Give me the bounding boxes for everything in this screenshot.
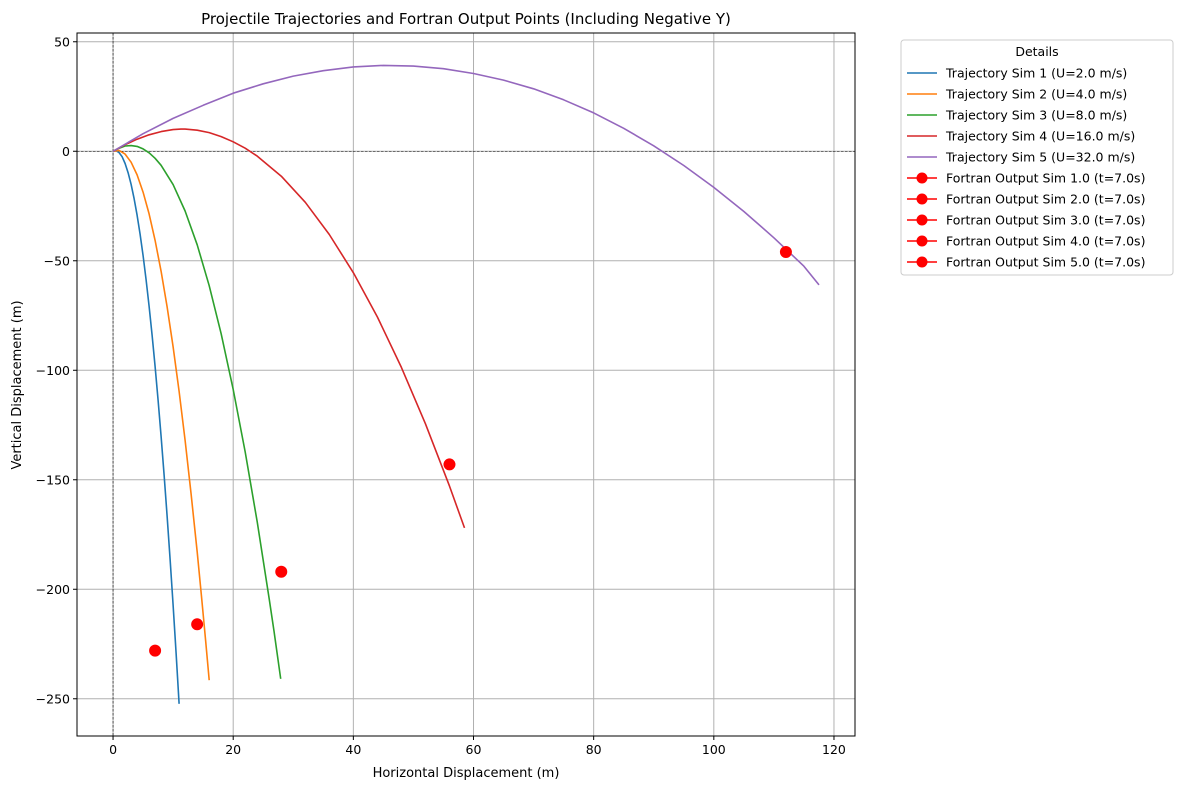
- y-axis-label: Vertical Displacement (m): [10, 300, 25, 469]
- x-tick-label: 0: [109, 742, 117, 757]
- chart-title: Projectile Trajectories and Fortran Outp…: [201, 10, 731, 28]
- legend: Details Trajectory Sim 1 (U=2.0 m/s)Traj…: [900, 39, 1174, 276]
- y-tick-label: −50: [44, 253, 70, 268]
- legend-entry-label: Trajectory Sim 4 (U=16.0 m/s): [945, 129, 1135, 144]
- series-layer: [112, 64, 820, 704]
- y-tick-label: 50: [54, 34, 70, 49]
- legend-box: [900, 39, 1174, 276]
- legend-swatch-marker: [916, 193, 928, 205]
- fortran-output-marker-sim-2: [191, 618, 204, 631]
- zero-lines: [77, 33, 855, 736]
- legend-entry-label: Fortran Output Sim 3.0 (t=7.0s): [946, 213, 1145, 228]
- legend-entry: Trajectory Sim 2 (U=4.0 m/s): [907, 87, 1127, 102]
- fortran-output-marker-sim-1: [149, 644, 162, 657]
- trajectory-line-sim-5: [112, 64, 820, 286]
- legend-entry-label: Trajectory Sim 3 (U=8.0 m/s): [945, 108, 1127, 123]
- legend-swatch-marker: [916, 235, 928, 247]
- trajectory-line-sim-3: [112, 144, 282, 679]
- legend-title: Details: [1015, 44, 1058, 59]
- x-tick-label: 20: [225, 742, 241, 757]
- legend-entry: Trajectory Sim 5 (U=32.0 m/s): [907, 150, 1135, 165]
- legend-entry: Fortran Output Sim 4.0 (t=7.0s): [907, 234, 1145, 249]
- legend-entry: Fortran Output Sim 2.0 (t=7.0s): [907, 192, 1145, 207]
- x-tick-label: 100: [702, 742, 726, 757]
- trajectory-line-sim-1: [112, 150, 180, 704]
- x-tick-label: 60: [466, 742, 482, 757]
- legend-entry-label: Fortran Output Sim 4.0 (t=7.0s): [946, 234, 1145, 249]
- legend-entry: Fortran Output Sim 3.0 (t=7.0s): [907, 213, 1145, 228]
- x-axis-label: Horizontal Displacement (m): [373, 766, 560, 781]
- y-tick-label: −250: [36, 691, 70, 706]
- trajectory-line-sim-2: [112, 149, 210, 681]
- x-axis-ticks: 0 20 40 60 80 100 120: [109, 736, 846, 757]
- legend-swatch-marker: [916, 214, 928, 226]
- plot-frame: [76, 32, 856, 737]
- x-tick-label: 80: [586, 742, 602, 757]
- legend-entry-label: Fortran Output Sim 5.0 (t=7.0s): [946, 255, 1145, 270]
- y-axis-ticks: 50 0 −50 −100 −150 −200 −250: [36, 34, 77, 706]
- y-tick-label: −200: [36, 582, 70, 597]
- legend-swatch-marker: [916, 256, 928, 268]
- legend-entry-label: Trajectory Sim 5 (U=32.0 m/s): [945, 150, 1135, 165]
- legend-entry-label: Fortran Output Sim 1.0 (t=7.0s): [946, 171, 1145, 186]
- y-tick-label: −100: [36, 363, 70, 378]
- marker-layer: [149, 246, 792, 657]
- fortran-output-marker-sim-3: [275, 565, 288, 578]
- y-tick-label: 0: [62, 144, 70, 159]
- legend-entry: Trajectory Sim 4 (U=16.0 m/s): [907, 129, 1135, 144]
- x-tick-label: 40: [345, 742, 361, 757]
- legend-entry-label: Fortran Output Sim 2.0 (t=7.0s): [946, 192, 1145, 207]
- y-tick-label: −150: [36, 472, 70, 487]
- legend-entry: Trajectory Sim 1 (U=2.0 m/s): [907, 66, 1127, 81]
- legend-entry: Trajectory Sim 3 (U=8.0 m/s): [907, 108, 1127, 123]
- legend-entry: Fortran Output Sim 1.0 (t=7.0s): [907, 171, 1145, 186]
- fortran-output-marker-sim-5: [779, 246, 792, 259]
- trajectory-line-sim-4: [112, 128, 466, 529]
- x-tick-label: 120: [822, 742, 846, 757]
- legend-entry-label: Trajectory Sim 1 (U=2.0 m/s): [945, 66, 1127, 81]
- legend-entry: Fortran Output Sim 5.0 (t=7.0s): [907, 255, 1145, 270]
- legend-entry-label: Trajectory Sim 2 (U=4.0 m/s): [945, 87, 1127, 102]
- legend-swatch-marker: [916, 172, 928, 184]
- legend-items: Trajectory Sim 1 (U=2.0 m/s) Trajectory S…: [907, 66, 1145, 270]
- fortran-output-marker-sim-4: [443, 458, 456, 471]
